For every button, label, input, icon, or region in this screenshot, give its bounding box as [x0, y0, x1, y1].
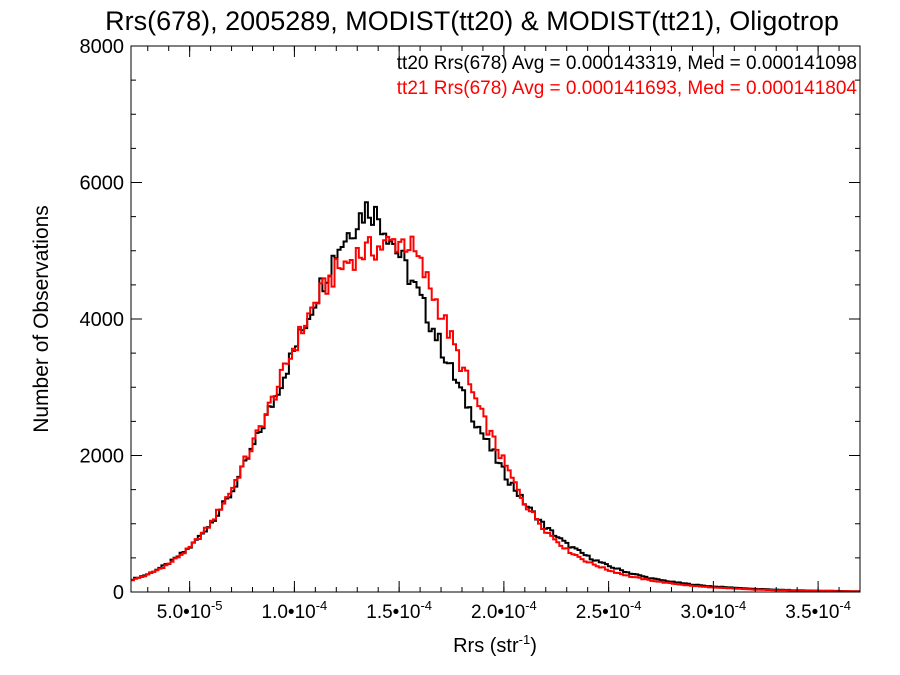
- x-axis-label-close: ): [530, 635, 537, 657]
- chart-title: Rrs(678), 2005289, MODIST(tt20) & MODIST…: [105, 6, 839, 36]
- x-tick-label-5: 3.0•10-4: [680, 598, 746, 623]
- x-tick-label-0: 5.0•10-5: [157, 598, 223, 623]
- series-tt21-line: [131, 235, 860, 593]
- y-axis-label: Number of Observations: [30, 205, 53, 433]
- x-axis-label: Rrs (str-1): [453, 632, 537, 657]
- annotation-tt20: tt20 Rrs(678) Avg = 0.000143319, Med = 0…: [397, 53, 857, 74]
- x-axis-label-main: Rrs (str: [453, 635, 519, 657]
- y-tick-label-2: 4000: [80, 309, 125, 331]
- x-tick-label-2: 1.5•10-4: [366, 598, 432, 623]
- x-tick-label-1: 1.0•10-4: [262, 598, 328, 623]
- x-axis-label-sup: -1: [519, 632, 531, 647]
- y-tick-label-0: 0: [113, 582, 124, 604]
- annotation-tt21: tt21 Rrs(678) Avg = 0.000141693, Med = 0…: [397, 78, 858, 99]
- series-layer: [131, 201, 860, 593]
- x-tick-label-4: 2.5•10-4: [576, 598, 642, 623]
- y-tick-label-1: 2000: [80, 446, 125, 468]
- ticks-layer: 5.0•10-5 1.0•10-4 1.5•10-4 2.0•10-4 2.5•10-4…: [80, 36, 860, 623]
- x-tick-label-6: 3.5•10-4: [785, 598, 851, 623]
- y-tick-label-3: 6000: [80, 173, 125, 195]
- plot-frame: [130, 45, 861, 593]
- series-tt20-line: [131, 201, 860, 593]
- x-tick-label-3: 2.0•10-4: [471, 598, 537, 623]
- y-tick-label-4: 8000: [80, 36, 125, 58]
